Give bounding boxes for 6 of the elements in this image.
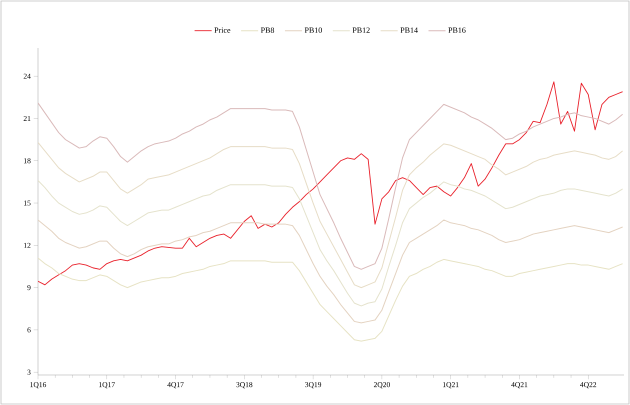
legend-label: PB12 <box>352 27 370 33</box>
legend-label: PB16 <box>448 27 466 33</box>
legend-label: PB8 <box>260 27 274 33</box>
legend-label: Price <box>214 27 230 33</box>
legend-label: PB14 <box>400 27 418 33</box>
legend-label: PB10 <box>304 27 322 33</box>
